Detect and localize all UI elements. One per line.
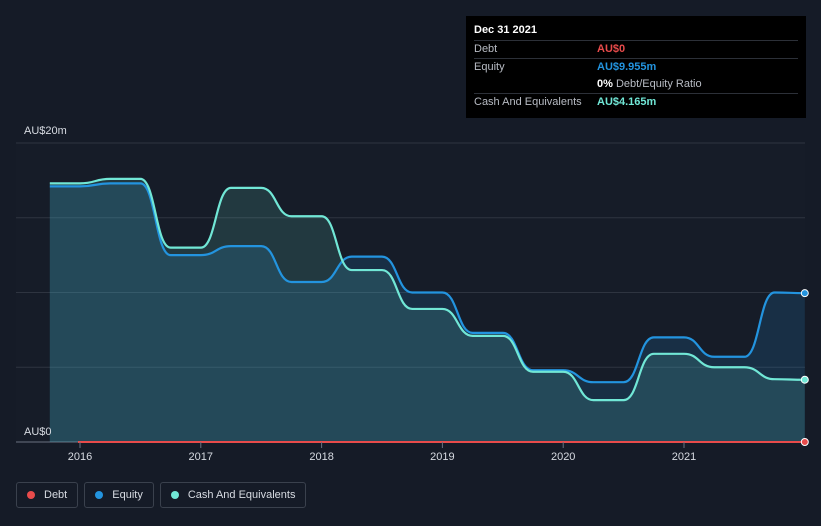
x-tick-label: 2019 [430,451,454,463]
tooltip-debt-label: Debt [474,43,498,55]
cash-end-point [800,375,809,384]
tooltip-equity-label: Equity [474,61,505,73]
cash-dot-icon [170,491,179,499]
cash-line [49,177,805,402]
tooltip-ratio-spacer [474,76,597,93]
x-tick-label: 2018 [309,451,333,463]
tooltip-ratio-label: Debt/Equity Ratio [615,78,702,90]
x-axis-ticks: 2016 2017 2018 2019 2020 2021 [68,442,696,463]
end-markers [800,289,809,446]
data-tooltip: Dec 31 2021 Debt AU$0 Equity AU$9.955m 0… [466,16,806,118]
legend-item-debt[interactable]: Debt [16,482,79,508]
x-tick-label: 2017 [189,451,213,463]
tooltip-row-equity: Equity AU$9.955m [474,58,798,76]
legend-item-equity[interactable]: Equity [84,482,154,508]
x-tick-label: 2020 [551,451,575,463]
tooltip-row-debt: Debt AU$0 [474,40,798,58]
x-tick-label: 2021 [672,451,696,463]
y-tick-label-bottom: AU$0 [24,426,52,438]
equity-dot-icon [95,491,104,499]
y-tick-label-top: AU$20m [24,125,67,137]
tooltip-cash-label: Cash And Equivalents [474,96,582,108]
debt-dot-icon [27,491,35,499]
legend-label-equity: Equity [112,489,143,501]
legend-item-cash[interactable]: Cash And Equivalents [159,482,307,508]
debt-end-point [800,438,809,446]
equity-area [49,183,805,443]
series-areas [49,178,805,443]
equity-end-point [800,289,809,298]
tooltip-debt-value: AU$0 [597,43,626,55]
tooltip-ratio-value: 0% [597,78,613,90]
equity-line [49,182,805,384]
legend-label-debt: Debt [44,489,68,501]
tooltip-cash-value: AU$4.165m [597,96,657,108]
tooltip-row-cash: Cash And Equivalents AU$4.165m [474,93,798,111]
tooltip-date: Dec 31 2021 [474,24,537,36]
legend-label-cash: Cash And Equivalents [187,489,296,501]
chart-legend: Debt Equity Cash And Equivalents [16,482,307,508]
cash-area [49,178,805,442]
x-tick-label: 2016 [68,451,92,463]
tooltip-row-ratio: 0% Debt/Equity Ratio [474,76,798,93]
tooltip-equity-value: AU$9.955m [597,61,657,73]
